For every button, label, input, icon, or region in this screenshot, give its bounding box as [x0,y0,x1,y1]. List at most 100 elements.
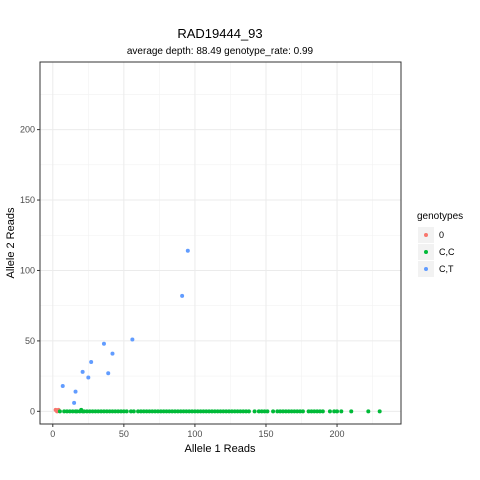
data-point [292,409,297,414]
data-point [119,409,124,414]
data-point [332,409,337,414]
data-point [128,409,133,414]
chart-subtitle: average depth: 88.49 genotype_rate: 0.99 [127,46,314,57]
data-point [96,409,101,414]
data-point [180,293,185,298]
data-point [209,409,214,414]
data-point [221,409,226,414]
data-point [271,409,276,414]
data-point [198,409,203,414]
data-point [201,409,206,414]
data-point [229,409,234,414]
data-point [141,409,146,414]
data-point [144,409,149,414]
data-point [60,383,65,388]
data-point [207,409,212,414]
data-point [104,409,109,414]
data-point [224,409,229,414]
y-tick-label: 50 [25,336,35,346]
data-point [106,371,111,376]
data-point [327,409,332,414]
data-point [70,409,75,414]
data-point [116,409,121,414]
data-point [281,409,286,414]
data-point [289,409,294,414]
data-point [121,409,126,414]
y-tick-label: 100 [20,265,35,275]
data-point [286,409,291,414]
legend-marker [424,267,428,271]
data-point [181,409,186,414]
data-point [173,409,178,414]
data-point [246,409,251,414]
data-point [110,351,115,356]
x-tick-label: 150 [258,429,273,439]
data-point [93,409,98,414]
legend-marker [424,233,428,237]
data-point [306,409,311,414]
data-point [57,409,62,414]
data-point [124,409,129,414]
data-point [377,409,382,414]
data-point [131,409,136,414]
y-tick-label: 200 [20,125,35,135]
data-point [320,409,325,414]
data-point [339,409,344,414]
data-point [101,341,106,346]
data-point [90,409,95,414]
data-point [256,409,261,414]
data-point [366,409,371,414]
data-point [259,409,264,414]
data-point [185,248,190,253]
x-tick-label: 0 [50,429,55,439]
data-point [161,409,166,414]
data-point [178,409,183,414]
data-point [192,409,197,414]
x-tick-label: 200 [330,429,345,439]
data-point [204,409,209,414]
data-point [164,409,169,414]
data-point [300,409,305,414]
data-point [184,409,189,414]
data-point [74,409,79,414]
data-point [317,409,322,414]
data-point [283,409,288,414]
legend-entries: 0 C,C C,T [418,227,455,277]
data-point [170,409,175,414]
data-point [312,409,317,414]
data-point [241,409,246,414]
data-point [275,409,280,414]
data-point [101,409,106,414]
data-point [175,409,180,414]
series-0 [53,407,61,414]
data-point [244,409,249,414]
axis-ticks: 0 50 100 150 200 0 50 100 150 200 [20,125,345,439]
data-point [136,409,141,414]
data-point [298,409,303,414]
data-point [84,409,89,414]
legend-marker [424,250,428,254]
data-point [65,409,70,414]
chart-title: RAD19444_93 [177,26,262,41]
data-point [107,409,112,414]
plot-panel [40,62,401,424]
data-point [153,409,158,414]
data-point [99,409,104,414]
data-point [158,409,163,414]
data-point [262,409,267,414]
data-point [232,409,237,414]
data-point [265,409,270,414]
x-tick-label: 50 [119,429,129,439]
data-point [295,409,300,414]
legend-label: 0 [439,230,444,240]
data-point [82,409,87,414]
data-point [86,375,91,380]
y-axis-title: Allele 2 Reads [5,207,17,278]
x-tick-label: 100 [187,429,202,439]
data-point [278,409,283,414]
data-point [187,409,192,414]
data-point [62,409,67,414]
grid [40,62,401,424]
data-point [235,409,240,414]
